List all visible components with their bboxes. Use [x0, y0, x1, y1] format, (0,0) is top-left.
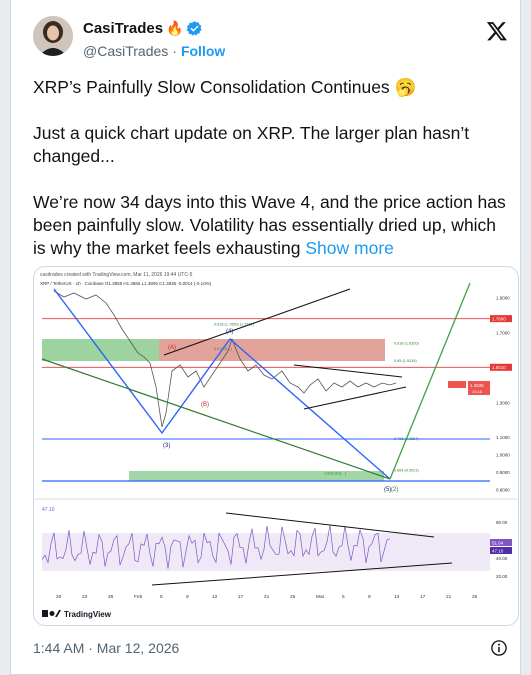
time-tick-label: 21 — [446, 594, 452, 600]
rsi-tick-label: 20.00 — [496, 574, 508, 579]
wave-line-green — [41, 358, 391, 480]
x-logo-icon[interactable] — [486, 20, 508, 42]
tweet-paragraph-2: We’re now 34 days into this Wave 4, and … — [33, 192, 506, 258]
rsi-tick-label: 80.00 — [496, 520, 508, 525]
rsi-trendline-upper — [225, 512, 435, 538]
time-tick-label: 26 — [108, 594, 114, 600]
time-tick-label: 9 — [186, 594, 189, 600]
author-handle[interactable]: @CasiTrades — [83, 43, 169, 59]
price-tick-label: 1.1000 — [496, 435, 510, 440]
follow-button[interactable]: Follow — [180, 43, 226, 59]
fib-label: 0.618 (1.7650) (1.7712) — [214, 323, 255, 327]
fib-label: 0.618 (1.6320) — [394, 341, 419, 345]
price-tick-label: 1.9000 — [496, 296, 510, 301]
time-tick-label: 17 — [420, 594, 426, 600]
price-tick-label: 0.9000 — [496, 470, 510, 475]
rsi-current-2: 47.10 — [492, 549, 504, 554]
time-tick-label: 20 — [56, 594, 62, 600]
chart-svg: casitrades created with TradingView.com,… — [34, 272, 518, 619]
red-level-label: 1.7800 — [492, 316, 506, 321]
tweet-timestamp[interactable]: 1:44 AM · Mar 12, 2026 — [33, 640, 180, 656]
tradingview-logo — [42, 610, 61, 617]
tweet-card: CasiTrades 🔥 @CasiTrades · Follow XRP’s … — [10, 0, 521, 675]
rsi-current-1: 51.64 — [492, 541, 504, 546]
time-tick-label: 23 — [82, 594, 88, 600]
author-name[interactable]: CasiTrades — [83, 20, 164, 37]
tweet-text: XRP’s Painfully Slow Consolidation Conti… — [33, 76, 513, 260]
current-price-countdown: 15:16 — [472, 389, 483, 394]
wave-label-4: (4) — [226, 329, 233, 335]
price-series — [53, 290, 397, 428]
price-tick-label: 1.7000 — [496, 331, 510, 336]
red-zone — [159, 339, 385, 361]
wave-label-2: (2) — [391, 487, 398, 493]
rsi-trendline-lower — [151, 562, 453, 586]
rsi-band — [42, 533, 490, 571]
handle-separator: · — [172, 43, 177, 59]
chart-header: casitrades created with TradingView.com,… — [40, 272, 193, 278]
wave-label-a: (A) — [168, 345, 176, 351]
projection-line-green — [389, 282, 471, 480]
price-tick-label: 1.0000 — [496, 453, 510, 458]
time-tick-label: Feb — [134, 594, 143, 600]
time-tick-label: 9 — [368, 594, 371, 600]
wave-label-5: (5) — [384, 487, 391, 493]
time-tick-label: Mar — [316, 594, 325, 600]
chart-image[interactable]: casitrades created with TradingView.com,… — [33, 266, 519, 626]
current-price: 1.3835 — [470, 383, 484, 388]
wave-line-blue — [53, 288, 391, 480]
price-tick-label: 1.3000 — [496, 400, 510, 405]
show-more-link[interactable]: Show more — [305, 238, 394, 258]
avatar[interactable] — [33, 16, 73, 56]
wave-label-b: (B) — [201, 402, 209, 408]
handle-row: @CasiTrades · Follow — [83, 43, 225, 59]
trendline-upper — [163, 288, 351, 356]
time-tick-label: 12 — [212, 594, 218, 600]
time-axis: 20 23 26 Feb 5 9 12 17 21 25 Mar 5 9 13 17 21 25 — [56, 594, 478, 600]
price-tick-label: 0.8000 — [496, 488, 510, 493]
fire-emoji: 🔥 — [166, 20, 184, 36]
current-price-tag — [468, 381, 490, 395]
rsi-series — [41, 525, 391, 569]
time-tick-label: 25 — [290, 594, 296, 600]
time-tick-label: 5 — [342, 594, 345, 600]
red-level-tag — [490, 315, 512, 323]
symbol-tag — [448, 381, 466, 388]
rsi-tick-label: 40.00 — [496, 556, 508, 561]
time-tick-label: 21 — [264, 594, 270, 600]
triangle-top — [293, 364, 403, 378]
rsi-tag-1 — [490, 539, 512, 546]
wave-label-3: (3) — [163, 443, 170, 449]
red-level-tag — [490, 363, 512, 371]
time-tick-label: 17 — [238, 594, 244, 600]
red-level-lines: 1.7800 1.5010 — [42, 315, 512, 371]
time-tick-label: 5 — [160, 594, 163, 600]
green-zone-lower — [129, 471, 384, 481]
info-icon[interactable] — [490, 639, 508, 657]
rsi-tag-2 — [490, 547, 512, 554]
tweet-paragraph-1: Just a quick chart update on XRP. The la… — [33, 123, 470, 166]
red-level-label: 1.5010 — [492, 365, 506, 370]
author-name-row: CasiTrades 🔥 — [83, 20, 203, 37]
fib-label: 0.854 (0.9021) — [394, 469, 419, 473]
tweet-title: XRP’s Painfully Slow Consolidation Conti… — [33, 77, 417, 97]
time-tick-label: 25 — [472, 594, 478, 600]
time-tick-label: 13 — [394, 594, 400, 600]
verified-badge-icon — [187, 21, 203, 36]
rsi-value-label: 47.10 — [42, 507, 55, 513]
fib-label: 1.618 (0.8…) — [324, 472, 347, 476]
triangle-bottom — [303, 386, 407, 410]
chart-symbol-line: XRP / TetherUS · 1h · Coinbase O1.3859 H… — [40, 281, 212, 286]
tradingview-brand: TradingView — [64, 610, 112, 619]
fib-label: 0.65 (1.5319) — [394, 359, 417, 363]
price-axis: 1.90001.70001.50001.30001.10001.00000.90… — [496, 296, 510, 493]
